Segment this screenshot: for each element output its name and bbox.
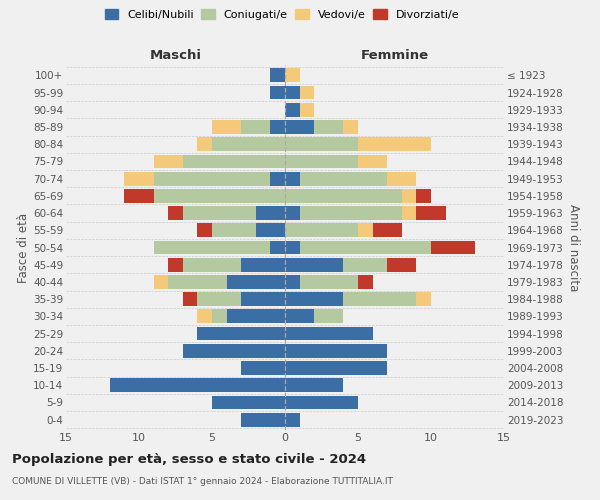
Bar xyxy=(271,120,285,134)
Bar xyxy=(402,189,416,202)
Bar xyxy=(124,172,154,185)
Bar xyxy=(241,361,285,375)
Bar xyxy=(154,172,271,185)
Bar xyxy=(343,292,416,306)
Legend: Celibi/Nubili, Coniugati/e, Vedovi/e, Divorziati/e: Celibi/Nubili, Coniugati/e, Vedovi/e, Di… xyxy=(101,6,463,23)
Bar xyxy=(299,103,314,117)
Bar xyxy=(212,310,227,324)
Bar xyxy=(285,120,314,134)
Bar xyxy=(299,206,402,220)
Bar xyxy=(285,361,387,375)
Bar xyxy=(285,154,358,168)
Bar xyxy=(154,154,183,168)
Bar xyxy=(212,138,285,151)
Bar xyxy=(314,120,343,134)
Bar xyxy=(285,206,299,220)
Bar xyxy=(416,189,431,202)
Bar xyxy=(285,103,299,117)
Bar xyxy=(373,224,402,237)
Bar xyxy=(241,292,285,306)
Bar xyxy=(241,413,285,426)
Bar xyxy=(285,68,299,82)
Bar xyxy=(271,68,285,82)
Bar xyxy=(154,240,271,254)
Bar xyxy=(299,275,358,289)
Bar xyxy=(285,344,387,358)
Text: COMUNE DI VILLETTE (VB) - Dati ISTAT 1° gennaio 2024 - Elaborazione TUTTITALIA.I: COMUNE DI VILLETTE (VB) - Dati ISTAT 1° … xyxy=(12,478,393,486)
Y-axis label: Fasce di età: Fasce di età xyxy=(17,212,30,282)
Bar xyxy=(183,344,285,358)
Bar xyxy=(197,138,212,151)
Text: Femmine: Femmine xyxy=(361,50,428,62)
Bar xyxy=(183,206,256,220)
Bar xyxy=(197,224,212,237)
Bar xyxy=(183,292,197,306)
Bar xyxy=(285,189,402,202)
Bar xyxy=(168,258,183,272)
Bar xyxy=(285,378,343,392)
Bar xyxy=(227,275,285,289)
Bar xyxy=(358,224,373,237)
Bar xyxy=(343,258,387,272)
Bar xyxy=(212,396,285,409)
Bar xyxy=(212,224,256,237)
Bar xyxy=(387,258,416,272)
Bar xyxy=(285,172,299,185)
Bar xyxy=(402,206,416,220)
Bar xyxy=(285,310,314,324)
Bar xyxy=(416,206,446,220)
Y-axis label: Anni di nascita: Anni di nascita xyxy=(567,204,580,291)
Bar xyxy=(154,275,168,289)
Bar xyxy=(358,275,373,289)
Bar xyxy=(387,172,416,185)
Bar xyxy=(343,120,358,134)
Bar xyxy=(285,138,358,151)
Bar xyxy=(197,326,285,340)
Bar xyxy=(197,292,241,306)
Bar xyxy=(183,258,241,272)
Bar xyxy=(285,224,358,237)
Bar xyxy=(241,258,285,272)
Bar xyxy=(183,154,285,168)
Bar xyxy=(285,326,373,340)
Bar xyxy=(285,86,299,100)
Bar xyxy=(154,189,285,202)
Text: Maschi: Maschi xyxy=(149,50,202,62)
Bar xyxy=(431,240,475,254)
Text: Popolazione per età, sesso e stato civile - 2024: Popolazione per età, sesso e stato civil… xyxy=(12,452,366,466)
Bar xyxy=(197,310,212,324)
Bar xyxy=(285,240,299,254)
Bar xyxy=(285,292,343,306)
Bar xyxy=(285,413,299,426)
Bar xyxy=(212,120,241,134)
Bar xyxy=(285,258,343,272)
Bar xyxy=(271,86,285,100)
Bar xyxy=(358,154,387,168)
Bar xyxy=(256,206,285,220)
Bar xyxy=(110,378,285,392)
Bar xyxy=(416,292,431,306)
Bar xyxy=(256,224,285,237)
Bar xyxy=(168,206,183,220)
Bar xyxy=(299,172,387,185)
Bar xyxy=(314,310,343,324)
Bar xyxy=(285,396,358,409)
Bar xyxy=(241,120,271,134)
Bar xyxy=(271,172,285,185)
Bar xyxy=(227,310,285,324)
Bar xyxy=(299,240,431,254)
Bar xyxy=(271,240,285,254)
Bar xyxy=(124,189,154,202)
Bar xyxy=(285,275,299,289)
Bar xyxy=(358,138,431,151)
Bar xyxy=(299,86,314,100)
Bar xyxy=(168,275,227,289)
